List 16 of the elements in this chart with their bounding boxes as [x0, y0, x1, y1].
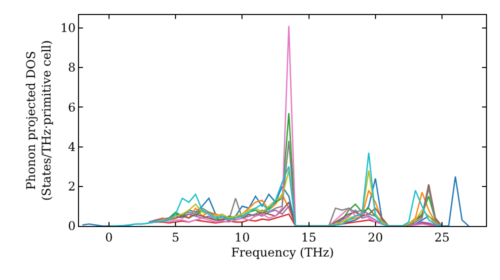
y-tick-label: 2 — [68, 180, 76, 194]
y-tick-label: 0 — [68, 219, 76, 234]
x-tick-label: 20 — [368, 230, 384, 244]
y-tick-label: 8 — [68, 60, 76, 75]
line-series — [108, 152, 443, 226]
y-tick-label: 10 — [60, 21, 76, 36]
y-tick-label: 6 — [68, 100, 76, 114]
y-axis-title: Phonon projected DOS (States/THz·primitive cell) — [24, 40, 54, 201]
x-axis-title: Frequency (THz) — [231, 245, 334, 260]
y-tick-label: 4 — [68, 140, 76, 154]
x-tick-label: 0 — [105, 230, 113, 244]
x-tick-label: 10 — [234, 230, 250, 244]
x-tick-label: 25 — [434, 230, 450, 244]
x-tick-label: 5 — [172, 230, 180, 244]
x-tick-label: 15 — [301, 230, 316, 244]
line-series — [148, 140, 443, 226]
